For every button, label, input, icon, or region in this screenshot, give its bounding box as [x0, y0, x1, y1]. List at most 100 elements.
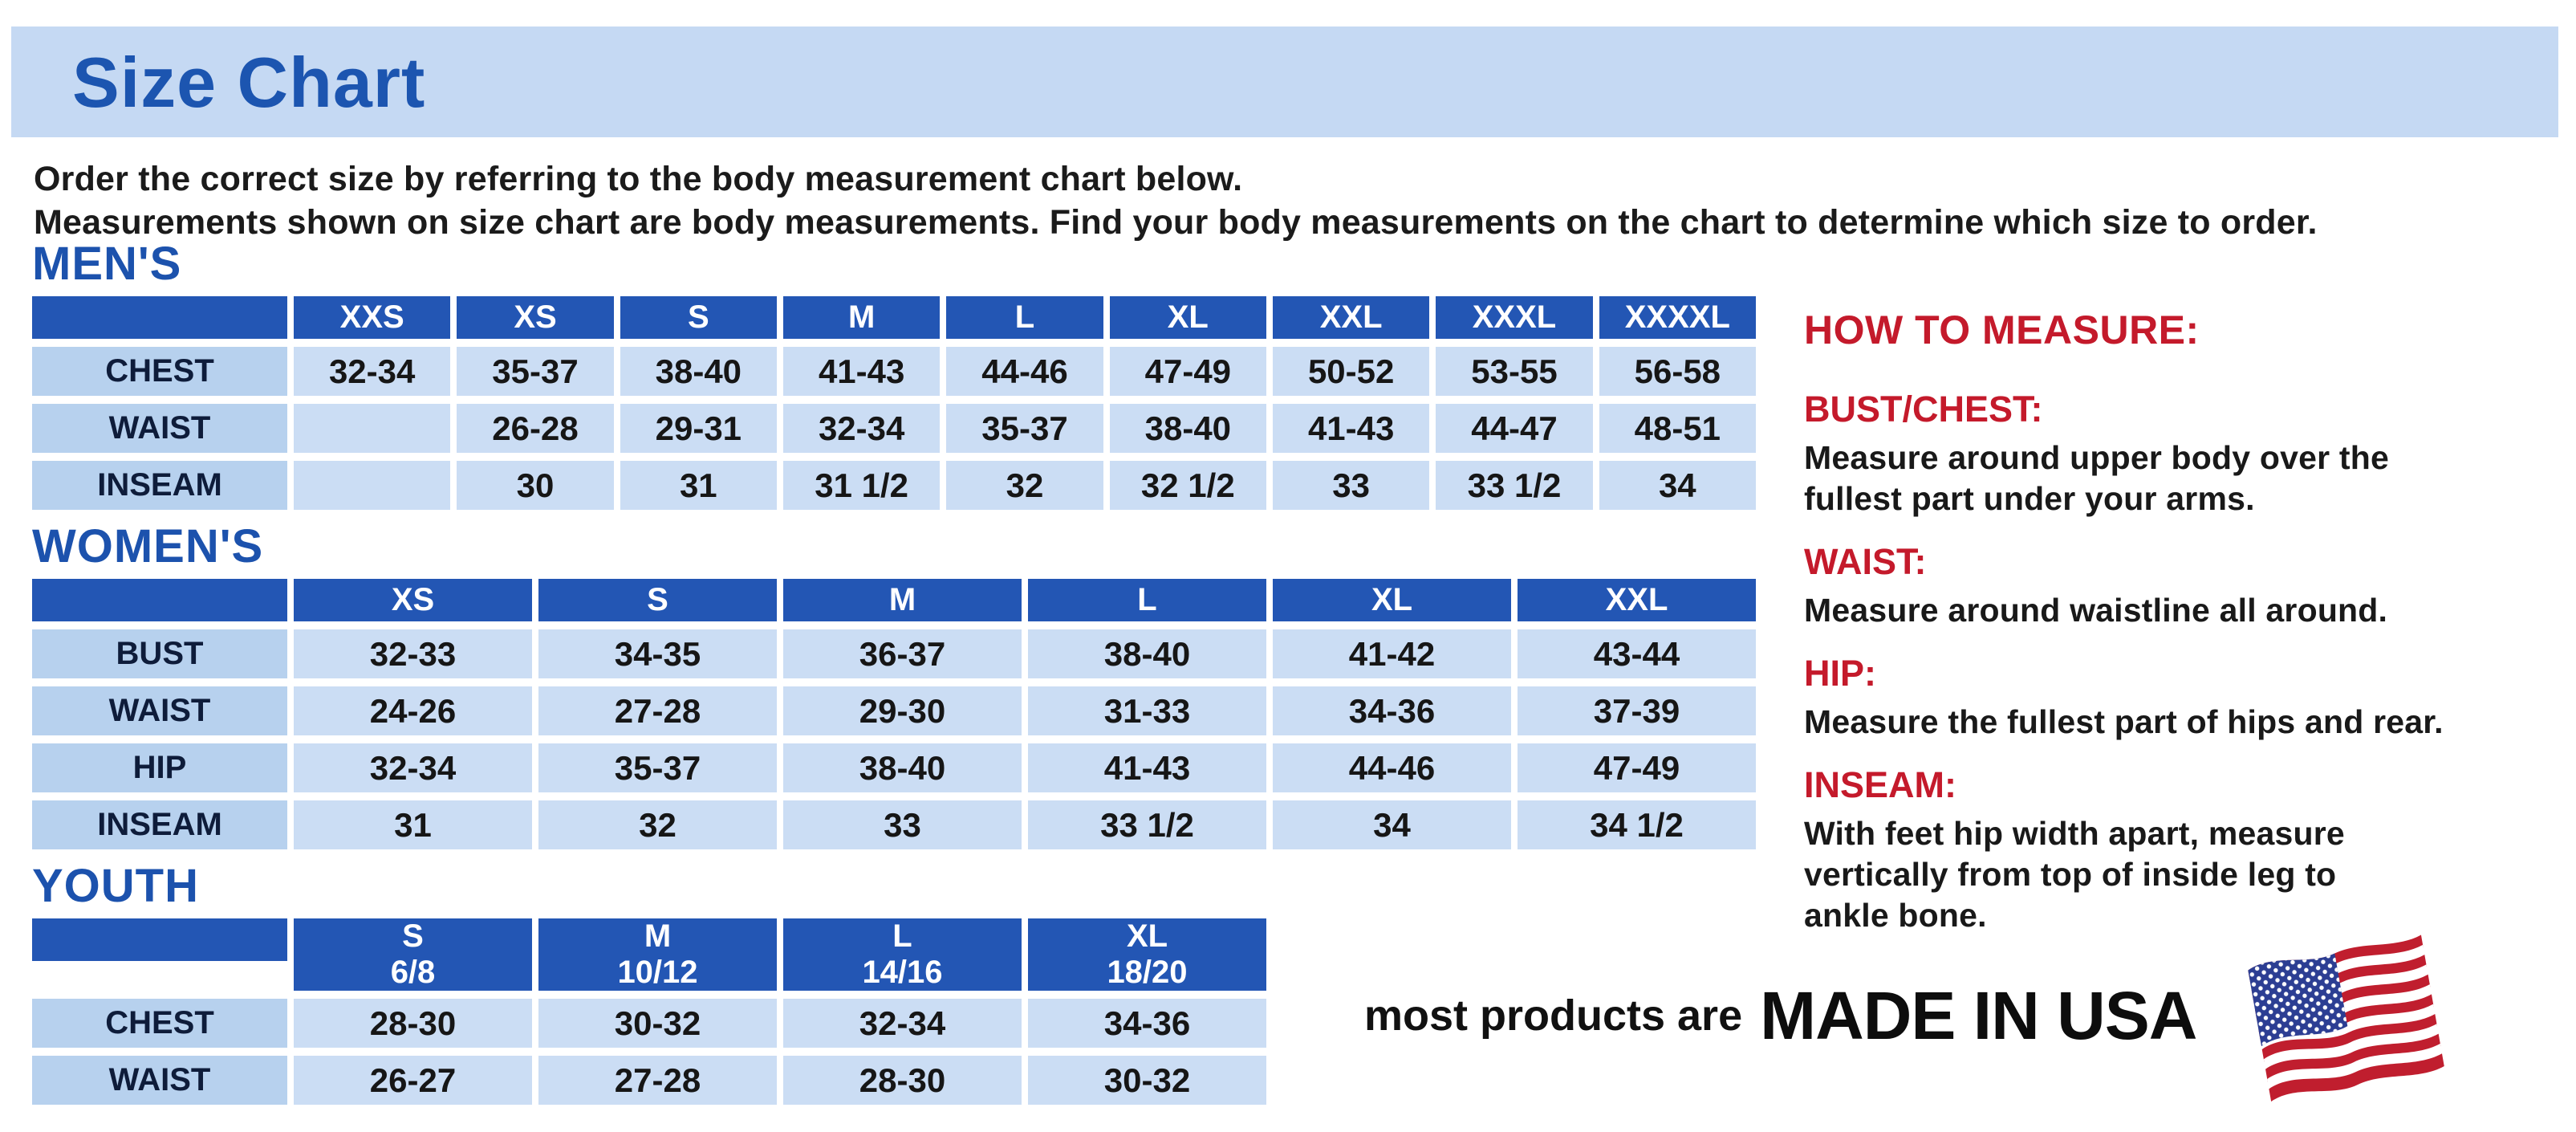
column-header-line: 14/16	[862, 955, 943, 990]
column-header: L 14/16	[783, 918, 1022, 991]
table-cell: 43-44	[1518, 629, 1756, 678]
column-header-line: XXXXL	[1624, 299, 1730, 335]
column-header-line: XL	[1126, 918, 1168, 954]
measure-item-text: Measure around waistline all around.	[1804, 592, 2388, 629]
table-cell: 44-46	[1273, 743, 1511, 792]
column-header-line: XS	[514, 299, 557, 335]
row-label: WAIST	[32, 404, 287, 453]
table-corner-cell	[32, 918, 287, 961]
table-cell: 38-40	[1109, 404, 1266, 453]
section-heading-mens: MEN'S	[32, 238, 182, 290]
table-cell: 34	[1273, 800, 1511, 849]
column-header: M	[782, 296, 941, 339]
column-header: M	[783, 579, 1022, 621]
column-header-line: XXL	[1605, 582, 1668, 617]
size-table-section-womens: WOMEN'S XS S M L XL XXL BUST 32-33 34-35 36-37 38-4…	[32, 522, 1765, 849]
table-cell: 32-33	[294, 629, 532, 678]
column-header-line: L	[892, 918, 912, 954]
table-cell: 35-37	[538, 743, 777, 792]
table-cell: 44-47	[1436, 404, 1593, 453]
table-cell: 29-30	[783, 686, 1022, 735]
table-cell: 32-34	[294, 347, 451, 396]
measure-item-label: BUST/CHEST:	[1804, 389, 2043, 430]
table-cell: 34-36	[1028, 999, 1266, 1048]
made-in-usa-text: MADE IN USA	[1760, 977, 2197, 1053]
column-header: XXXL	[1436, 296, 1593, 339]
column-header-line: S	[647, 582, 668, 617]
measure-item-text: Measure the fullest part of hips and rea…	[1804, 703, 2444, 740]
column-header-line: S	[687, 299, 709, 335]
row-label: INSEAM	[32, 461, 287, 510]
table-cell: 31	[294, 800, 532, 849]
intro-line-1: Order the correct size by referring to t…	[34, 160, 1243, 198]
table-cell: 26-28	[457, 404, 614, 453]
table-cell: 29-31	[620, 404, 777, 453]
column-header: XL 18/20	[1028, 918, 1266, 991]
row-label: WAIST	[32, 1056, 287, 1105]
column-header-line: L	[1137, 582, 1157, 617]
column-header-line: XL	[1371, 582, 1413, 617]
row-label: HIP	[32, 743, 287, 792]
table-cell: 28-30	[294, 999, 532, 1048]
row-label: CHEST	[32, 347, 287, 396]
table-cell: 27-28	[538, 686, 777, 735]
how-to-measure-section: HOW TO MEASURE: BUST/CHEST: Measure aroun…	[1804, 307, 2566, 958]
measure-item: BUST/CHEST: Measure around upper body ove…	[1804, 389, 2566, 519]
size-table-youth: S 6/8 M 10/12 L 14/16 XL 18/20 CHEST 28-30 30-32 32…	[32, 918, 1266, 1105]
measure-item-text: Measure around upper body over the fulle…	[1804, 439, 2389, 517]
usa-flag-icon	[2227, 923, 2468, 1108]
table-cell: 33	[783, 800, 1022, 849]
column-header: XXXXL	[1599, 296, 1756, 339]
table-cell: 30-32	[538, 999, 777, 1048]
table-cell: 34-36	[1273, 686, 1511, 735]
table-cell: 33	[1272, 461, 1430, 510]
table-cell: 48-51	[1599, 404, 1756, 453]
table-cell: 33 1/2	[1436, 461, 1593, 510]
size-tables-column: MEN'S XXS XS S M L XL XXL XXXL XXXXL CHEST 32-34 35-…	[32, 239, 1765, 1105]
measure-item: HIP: Measure the fullest part of hips and…	[1804, 653, 2566, 743]
column-header-line: 10/12	[617, 955, 698, 990]
table-cell: 33 1/2	[1028, 800, 1266, 849]
measure-item-label: INSEAM:	[1804, 764, 1956, 805]
table-cell: 32-34	[782, 404, 941, 453]
table-cell: 35-37	[457, 347, 614, 396]
table-cell: 35-37	[946, 404, 1103, 453]
column-header-line: M	[644, 918, 672, 954]
column-header: XL	[1273, 579, 1511, 621]
column-header: XL	[1109, 296, 1266, 339]
measure-item: INSEAM: With feet hip width apart, measur…	[1804, 764, 2566, 936]
column-header-line: M	[847, 299, 876, 335]
measure-item-label: HIP:	[1804, 653, 1876, 694]
footer-prefix-text: most products are	[1364, 992, 1743, 1040]
column-header: S 6/8	[294, 918, 532, 991]
table-cell	[294, 461, 451, 510]
size-table-section-mens: MEN'S XXS XS S M L XL XXL XXXL XXXXL CHEST 32-34 35-…	[32, 239, 1765, 510]
column-header: XXS	[294, 296, 451, 339]
size-table-mens: XXS XS S M L XL XXL XXXL XXXXL CHEST 32-34 35-37 38-…	[32, 296, 1756, 510]
table-cell: 56-58	[1599, 347, 1756, 396]
column-header: XXL	[1272, 296, 1430, 339]
measure-item-text: With feet hip width apart, measure verti…	[1804, 815, 2345, 934]
section-heading-womens: WOMEN'S	[32, 520, 264, 572]
table-cell: 41-43	[782, 347, 941, 396]
table-cell: 34-35	[538, 629, 777, 678]
column-header-line: XL	[1167, 299, 1209, 335]
column-header-line: 18/20	[1107, 955, 1188, 990]
column-header: XS	[457, 296, 614, 339]
table-cell: 31 1/2	[782, 461, 941, 510]
intro-text: Order the correct size by referring to t…	[34, 157, 2546, 244]
column-header: L	[946, 296, 1103, 339]
row-label: WAIST	[32, 686, 287, 735]
column-header-line: L	[1014, 299, 1035, 335]
table-cell: 38-40	[783, 743, 1022, 792]
table-cell: 30	[457, 461, 614, 510]
table-cell: 31	[620, 461, 777, 510]
table-cell: 50-52	[1272, 347, 1430, 396]
size-table-womens: XS S M L XL XXL BUST 32-33 34-35 36-37 38-40 41-42 4…	[32, 579, 1756, 849]
table-cell: 53-55	[1436, 347, 1593, 396]
table-cell: 32-34	[783, 999, 1022, 1048]
column-header-line: XXS	[339, 299, 404, 335]
how-to-measure-heading: HOW TO MEASURE:	[1804, 307, 2200, 352]
table-cell: 34 1/2	[1518, 800, 1756, 849]
table-cell: 41-43	[1272, 404, 1430, 453]
